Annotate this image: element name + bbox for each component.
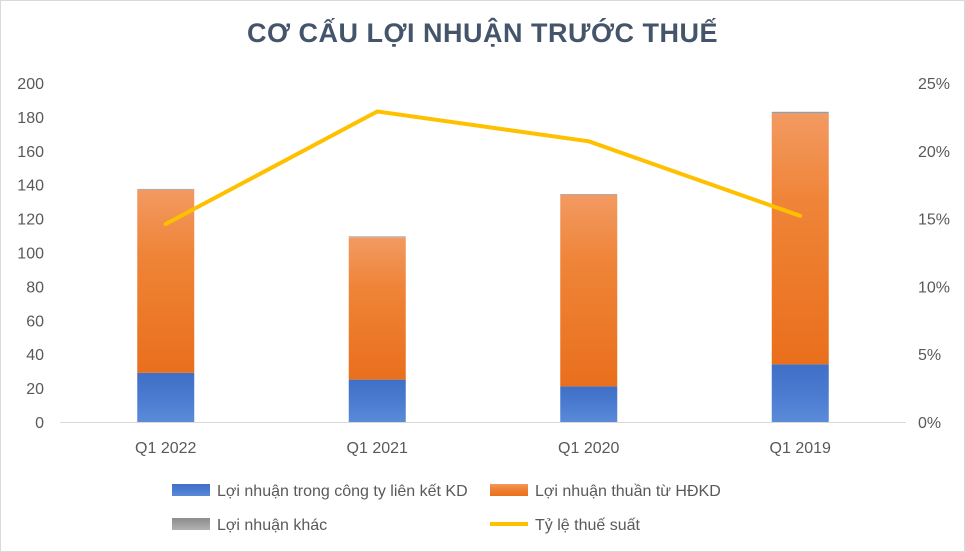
y2-tick-label: 10%	[918, 279, 950, 296]
bar-segment	[560, 386, 618, 422]
y-tick-label: 0	[35, 415, 44, 432]
legend-label: Tỷ lệ thuế suất	[535, 517, 641, 534]
y-tick-label: 20	[26, 381, 44, 398]
legend-label: Lợi nhuận trong công ty liên kết KD	[217, 483, 468, 500]
y2-tick-label: 25%	[918, 76, 950, 93]
x-tick-label: Q1 2022	[135, 440, 196, 457]
plot-area: 0 20 40 60 80 100 120 140 160 180 200 0% 5% 10% 15% 20%…	[17, 76, 950, 457]
y-tick-label: 40	[26, 347, 44, 364]
y-tick-label: 140	[17, 178, 44, 195]
legend: Lợi nhuận trong công ty liên kết KD Lợi n…	[172, 483, 721, 534]
y-tick-label: 60	[26, 313, 44, 330]
bar-segment	[560, 194, 618, 387]
y2-tick-label: 15%	[918, 212, 950, 229]
legend-swatch	[172, 484, 210, 496]
y-tick-label: 200	[17, 76, 44, 93]
bar-segment	[771, 113, 829, 365]
bar-segment	[771, 111, 829, 114]
bar-segment	[348, 237, 406, 380]
legend-label: Lợi nhuận thuần từ HĐKD	[535, 483, 721, 500]
y-tick-label: 160	[17, 144, 44, 161]
y2-tick-label: 5%	[918, 347, 941, 364]
y-tick-label: 80	[26, 279, 44, 296]
bar-segment	[348, 236, 406, 238]
y2-tick-label: 20%	[918, 144, 950, 161]
legend-swatch	[172, 518, 210, 530]
y-tick-label: 180	[17, 110, 44, 127]
bar-segment	[771, 364, 829, 422]
y-tick-label: 100	[17, 246, 44, 263]
bar-segment	[137, 372, 195, 422]
y2-tick-label: 0%	[918, 415, 941, 432]
x-tick-label: Q1 2020	[558, 440, 619, 457]
chart-title: CƠ CẤU LỢI NHUẬN TRƯỚC THUẾ	[247, 18, 718, 48]
bar-segment	[137, 188, 195, 190]
line-series	[163, 109, 803, 227]
x-tick-label: Q1 2019	[770, 440, 831, 457]
bar-segment	[137, 189, 195, 373]
bar-segment	[560, 194, 618, 195]
y-tick-label: 120	[17, 212, 44, 229]
legend-swatch	[490, 484, 528, 496]
legend-label: Lợi nhuận khác	[217, 517, 327, 534]
x-tick-label: Q1 2021	[347, 440, 408, 457]
bar-segment	[348, 379, 406, 422]
